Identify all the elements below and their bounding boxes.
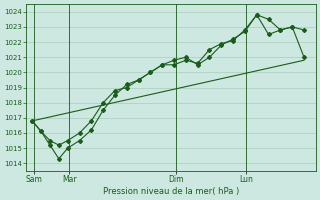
X-axis label: Pression niveau de la mer( hPa ): Pression niveau de la mer( hPa ): [103, 187, 239, 196]
